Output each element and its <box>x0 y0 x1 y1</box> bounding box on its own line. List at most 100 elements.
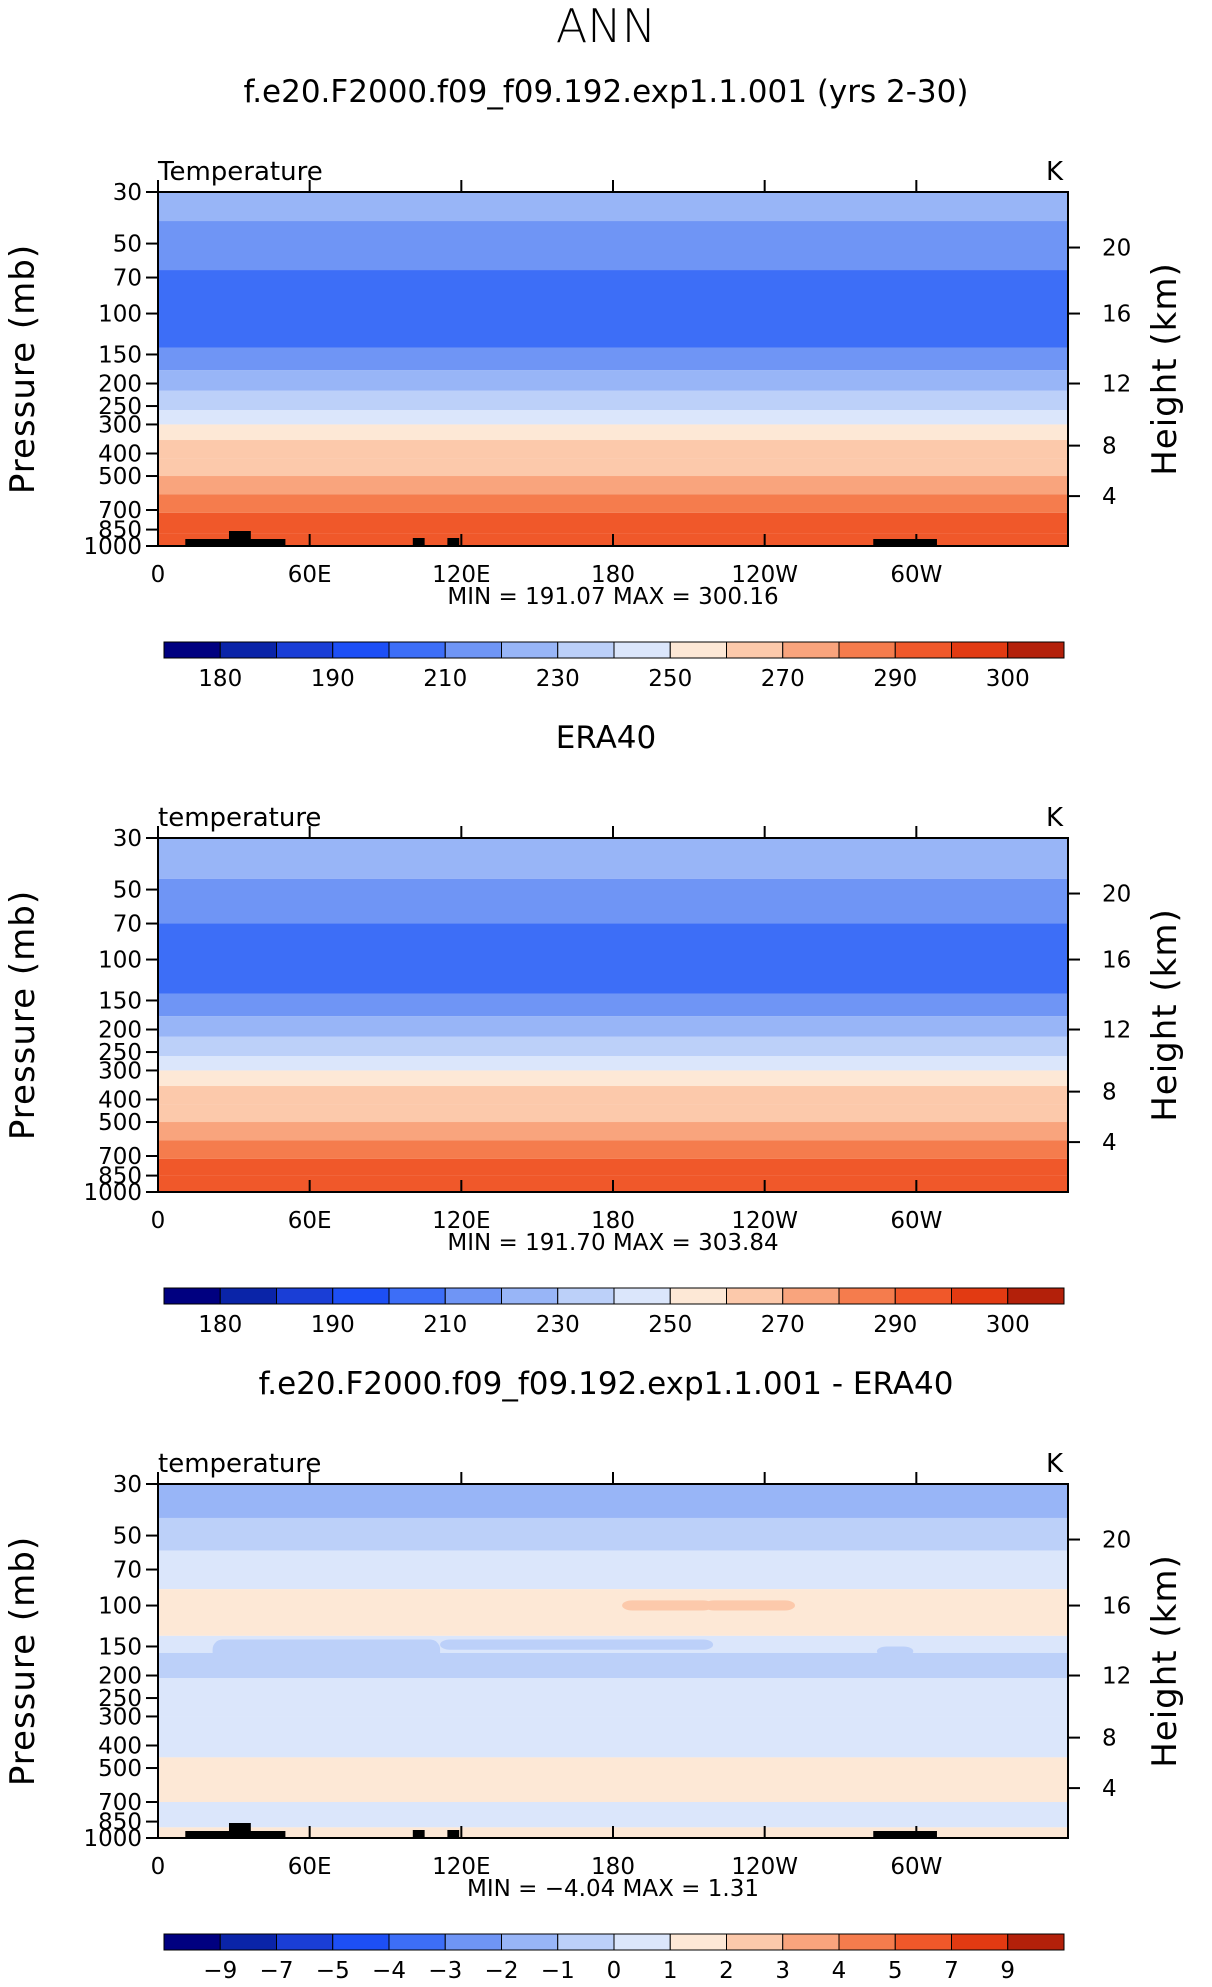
contour-layer <box>158 1589 1068 1636</box>
colorbar-box <box>782 641 840 659</box>
colorbar-box <box>782 1933 840 1951</box>
y-tick-label: 250 <box>98 1040 142 1066</box>
y-tick-label: 400 <box>98 1733 142 1759</box>
y-right-tick-label: 4 <box>1102 1130 1117 1156</box>
variable-label: temperature <box>158 803 321 833</box>
colorbar-box <box>669 1287 727 1305</box>
y-tick-label: 150 <box>98 1634 142 1660</box>
topography-mark <box>228 531 251 546</box>
colorbar-box <box>894 1933 952 1951</box>
panel-title: f.e20.F2000.f09_f09.192.exp1.1.001 - ERA… <box>259 1366 954 1402</box>
colorbar-box <box>894 641 952 659</box>
y-tick-label: 850 <box>98 518 142 544</box>
colorbar-box <box>332 1933 390 1951</box>
y-tick-label: 700 <box>98 1144 142 1170</box>
y-right-tick-label: 16 <box>1102 302 1131 328</box>
colorbar-box <box>163 641 221 659</box>
colorbar-box <box>163 1287 221 1305</box>
y-tick-label: 400 <box>98 1087 142 1113</box>
y-tick-label: 200 <box>98 1018 142 1044</box>
colorbar-box <box>388 1933 446 1951</box>
x-tick-label: 60W <box>890 562 942 588</box>
panel-title: ERA40 <box>556 720 657 756</box>
contour-layer <box>158 1757 1068 1802</box>
x-tick-label: 120W <box>731 1854 798 1880</box>
y-right-tick-label: 12 <box>1102 372 1131 398</box>
contour-layer <box>158 838 1068 879</box>
y-right-tick-label: 4 <box>1102 1776 1117 1802</box>
contour-layer <box>158 1158 1068 1176</box>
colorbar-box <box>951 1287 1009 1305</box>
topography-mark <box>873 1831 937 1838</box>
y-axis-title: Pressure (mb) <box>3 1536 43 1786</box>
y-tick-label: 300 <box>98 1058 142 1084</box>
y-tick-label: 200 <box>98 1664 142 1690</box>
colorbar-box <box>951 1933 1009 1951</box>
x-tick-label: 60W <box>890 1208 942 1234</box>
colorbar-box <box>726 641 784 659</box>
y-tick-label: 70 <box>113 266 142 292</box>
panel-3: f.e20.F2000.f09_f09.192.exp1.1.001 - ERA… <box>3 1366 1185 1984</box>
x-tick-label: 120W <box>731 562 798 588</box>
units-label: K <box>1046 157 1064 187</box>
contour-layer <box>158 1801 1068 1828</box>
y-tick-label: 100 <box>98 1594 142 1620</box>
colorbar-label: 210 <box>423 666 467 692</box>
colorbar-box <box>613 641 671 659</box>
contour-layer <box>158 424 1068 441</box>
y-tick-label: 30 <box>113 826 142 852</box>
colorbar-label: 250 <box>648 666 692 692</box>
colorbar-box <box>444 641 502 659</box>
panel-1: f.e20.F2000.f09_f09.192.exp1.1.001 (yrs … <box>3 74 1185 692</box>
colorbar-label: −3 <box>428 1958 462 1984</box>
y-right-tick-label: 4 <box>1102 484 1117 510</box>
colorbar-label: 180 <box>198 1312 242 1338</box>
y-tick-label: 150 <box>98 988 142 1014</box>
colorbar-box <box>1007 641 1065 659</box>
y-tick-label: 150 <box>98 342 142 368</box>
x-tick-label: 180 <box>591 562 635 588</box>
contour-layer <box>158 1678 1068 1717</box>
topography-mark <box>412 1830 425 1838</box>
colorbar-box <box>894 1287 952 1305</box>
contour-layer <box>158 1140 1068 1159</box>
y-axis-title: Pressure (mb) <box>3 244 43 494</box>
panel-title: f.e20.F2000.f09_f09.192.exp1.1.001 (yrs … <box>244 74 969 110</box>
y-tick-label: 50 <box>113 1524 142 1550</box>
x-tick-label: 0 <box>151 1208 166 1234</box>
colorbar-label: −5 <box>316 1958 350 1984</box>
contour-layer <box>158 270 1068 348</box>
contour-layer <box>158 347 1068 371</box>
y-tick-label: 200 <box>98 372 142 398</box>
colorbar-label: 290 <box>873 666 917 692</box>
y-right-axis-title: Height (km) <box>1145 262 1185 476</box>
colorbar-box <box>951 641 1009 659</box>
colorbar-box <box>444 1287 502 1305</box>
topography-mark <box>873 539 937 546</box>
contour-layer <box>158 1716 1068 1758</box>
y-tick-label: 500 <box>98 464 142 490</box>
y-tick-label: 30 <box>113 180 142 206</box>
y-tick-label: 30 <box>113 1472 142 1498</box>
colorbar-label: 190 <box>311 666 355 692</box>
contour-layer <box>158 1016 1068 1037</box>
colorbar-box <box>501 1287 559 1305</box>
colorbar-box <box>613 1933 671 1951</box>
colorbar-box <box>669 1933 727 1951</box>
colorbar-box <box>557 641 615 659</box>
y-tick-label: 400 <box>98 441 142 467</box>
y-tick-label: 1000 <box>83 1826 142 1852</box>
contour-patch <box>876 1646 914 1657</box>
contour-layer <box>158 221 1068 271</box>
colorbar-label: 270 <box>761 1312 805 1338</box>
variable-label: temperature <box>158 1449 321 1479</box>
colorbar-label: 190 <box>311 1312 355 1338</box>
colorbar-label: 270 <box>761 666 805 692</box>
colorbar-label: 5 <box>888 1958 903 1984</box>
contour-layer <box>158 458 1068 477</box>
colorbar-label: 300 <box>986 666 1030 692</box>
y-tick-label: 50 <box>113 878 142 904</box>
colorbar-box <box>163 1933 221 1951</box>
